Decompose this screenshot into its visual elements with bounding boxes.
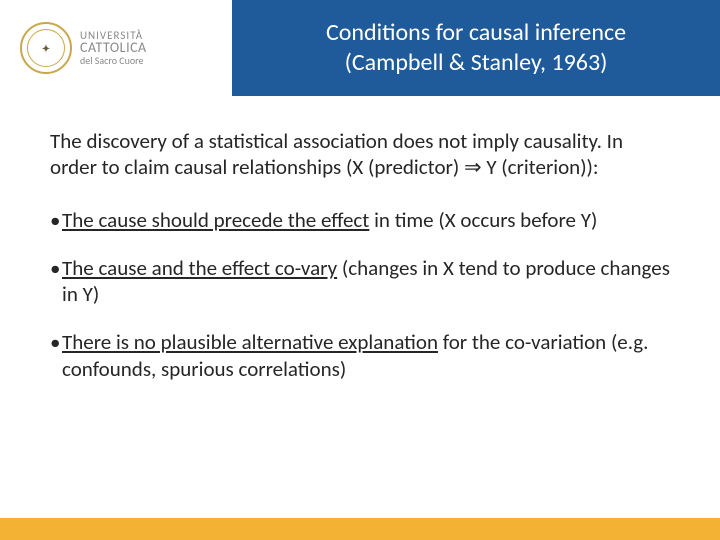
logo-line3: del Sacro Cuore — [80, 56, 147, 67]
list-item: There is no plausible alternative explan… — [50, 329, 670, 382]
list-item: The cause and the effect co-vary (change… — [50, 255, 670, 308]
logo-seal-icon: ✦ — [20, 22, 72, 74]
bullet-rest: in time (X occurs before Y) — [369, 207, 597, 233]
bullet-list: The cause should precede the effect in t… — [50, 207, 670, 382]
logo-text: UNIVERSITÀ CATTOLICA del Sacro Cuore — [80, 30, 147, 67]
bullet-lead: There is no plausible alternative explan… — [62, 329, 438, 355]
title-band: Conditions for causal inference (Campbel… — [232, 0, 720, 96]
list-item: The cause should precede the effect in t… — [50, 207, 670, 233]
slide-title-line1: Conditions for causal inference — [326, 18, 626, 48]
bullet-lead: The cause and the effect co-vary — [62, 255, 337, 281]
seal-glyph-icon: ✦ — [42, 42, 50, 55]
footer-accent-bar — [0, 518, 720, 540]
slide-body: The discovery of a statistical associati… — [50, 128, 670, 404]
bullet-lead: The cause should precede the effect — [62, 207, 369, 233]
university-logo: ✦ UNIVERSITÀ CATTOLICA del Sacro Cuore — [20, 22, 147, 74]
intro-paragraph: The discovery of a statistical associati… — [50, 128, 670, 181]
slide-title-line2: (Campbell & Stanley, 1963) — [345, 48, 608, 78]
